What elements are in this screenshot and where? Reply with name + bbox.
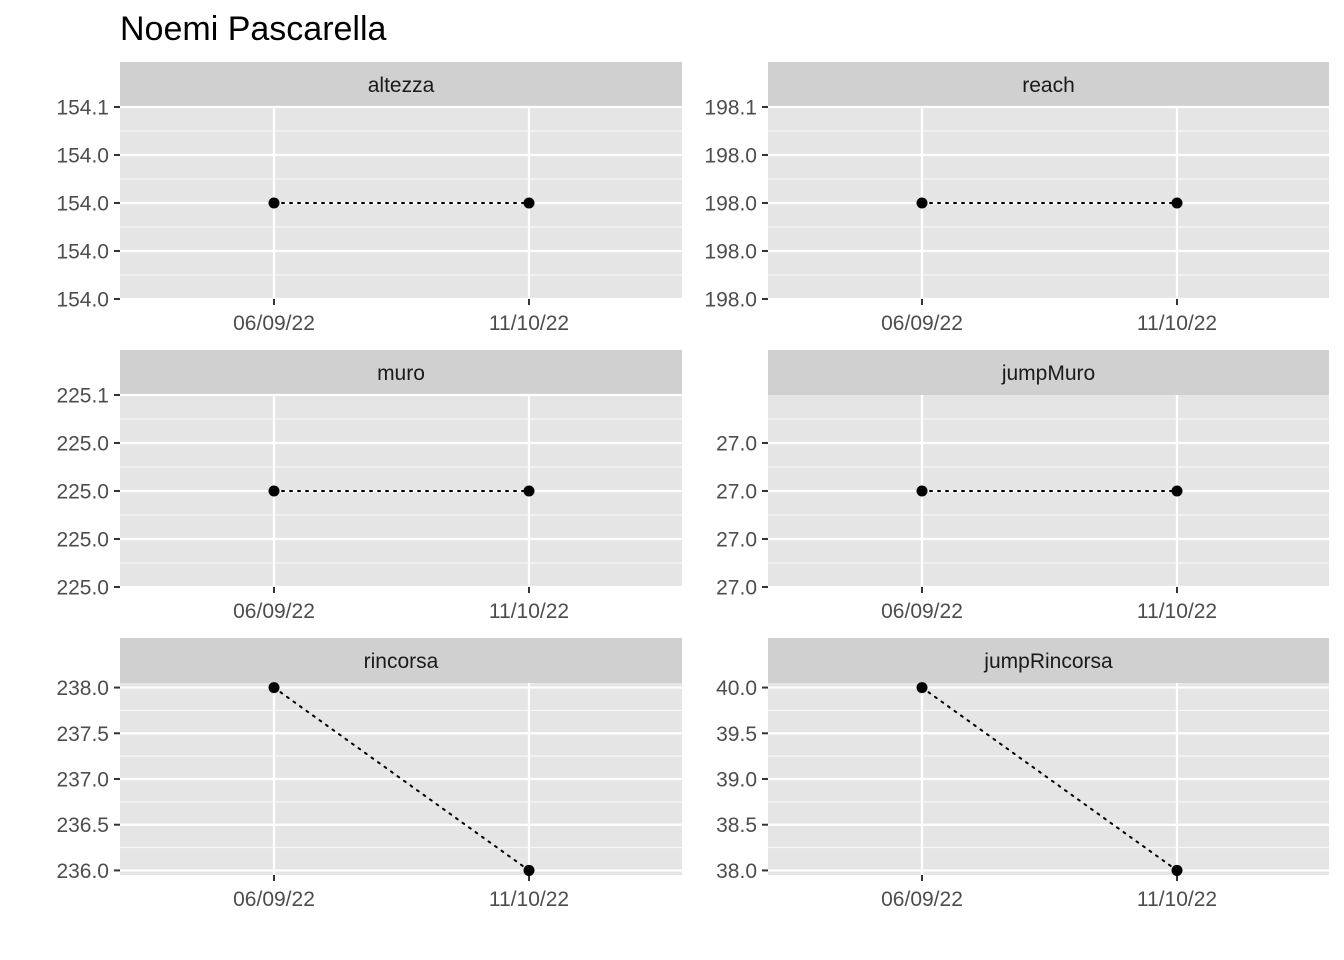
y-tick-label: 154.1 bbox=[56, 97, 109, 120]
y-tick-label: 154.0 bbox=[56, 289, 109, 312]
y-tick-label: 39.5 bbox=[716, 723, 757, 746]
y-tick-label: 154.0 bbox=[56, 145, 109, 168]
strip-background bbox=[768, 350, 1329, 395]
y-tick-label: 39.0 bbox=[716, 769, 757, 792]
y-tick-label: 27.0 bbox=[716, 481, 757, 504]
y-tick-label: 236.0 bbox=[56, 860, 109, 883]
strip-label: altezza bbox=[368, 74, 435, 97]
x-tick-label: 06/09/22 bbox=[881, 312, 963, 335]
x-tick-label: 06/09/22 bbox=[233, 888, 315, 911]
y-tick-label: 27.0 bbox=[716, 433, 757, 456]
data-point bbox=[1171, 485, 1183, 497]
data-point bbox=[523, 864, 535, 876]
y-tick-label: 27.0 bbox=[716, 529, 757, 552]
data-point bbox=[523, 197, 535, 209]
data-point bbox=[268, 682, 280, 694]
x-tick-label: 11/10/22 bbox=[489, 888, 569, 911]
y-tick-label: 225.0 bbox=[56, 529, 109, 552]
x-tick-label: 06/09/22 bbox=[881, 600, 963, 623]
strip-background bbox=[768, 62, 1329, 107]
y-tick-label: 237.5 bbox=[56, 723, 109, 746]
y-tick-label: 198.0 bbox=[704, 289, 757, 312]
data-point bbox=[916, 682, 928, 694]
x-tick-label: 11/10/22 bbox=[1137, 888, 1217, 911]
strip-label: reach bbox=[1022, 74, 1075, 97]
data-point bbox=[268, 485, 280, 497]
facet-panels: altezza 154.0 154.0 154.0 154.0 154.1 06/09/22… bbox=[56, 62, 1329, 911]
y-tick-label: 38.0 bbox=[716, 860, 757, 883]
x-tick-label: 11/10/22 bbox=[1137, 600, 1217, 623]
y-tick-label: 27.0 bbox=[716, 577, 757, 600]
panel-rincorsa: rincorsa 236.0 236.5 237.0 237.5 238.0 06/09/2… bbox=[56, 638, 682, 911]
x-tick-label: 06/09/22 bbox=[233, 600, 315, 623]
y-tick-label: 198.0 bbox=[704, 145, 757, 168]
panel-jump-muro: jumpMuro 27.0 27.0 27.0 27.0 06/09/22 11/10/22 bbox=[716, 350, 1329, 623]
y-tick-label: 225.1 bbox=[56, 385, 109, 408]
strip-label: jumpRincorsa bbox=[983, 650, 1113, 673]
chart-title: Noemi Pascarella bbox=[120, 10, 387, 48]
y-tick-label: 40.0 bbox=[716, 677, 757, 700]
strip-background bbox=[120, 62, 682, 107]
y-tick-label: 198.0 bbox=[704, 241, 757, 264]
x-tick-label: 11/10/22 bbox=[489, 600, 569, 623]
panel-reach: reach 198.0 198.0 198.0 198.0 198.1 06/09/22 11… bbox=[704, 62, 1329, 335]
x-tick-label: 06/09/22 bbox=[233, 312, 315, 335]
strip-label: rincorsa bbox=[364, 650, 439, 673]
strip-background bbox=[120, 350, 682, 395]
data-point bbox=[916, 485, 928, 497]
strip-background bbox=[120, 638, 682, 683]
y-tick-label: 198.1 bbox=[704, 97, 757, 120]
y-tick-label: 198.0 bbox=[704, 193, 757, 216]
strip-label: muro bbox=[377, 362, 425, 385]
y-tick-label: 237.0 bbox=[56, 769, 109, 792]
x-tick-label: 06/09/22 bbox=[881, 888, 963, 911]
y-tick-label: 38.5 bbox=[716, 814, 757, 837]
panel-altezza: altezza 154.0 154.0 154.0 154.0 154.1 06/09/22… bbox=[56, 62, 682, 335]
y-tick-label: 236.5 bbox=[56, 814, 109, 837]
y-tick-label: 225.0 bbox=[56, 481, 109, 504]
strip-background bbox=[768, 638, 1329, 683]
panel-muro: muro 225.0 225.0 225.0 225.0 225.1 06/09/22 11/… bbox=[56, 350, 682, 623]
data-point bbox=[1171, 864, 1183, 876]
y-tick-label: 154.0 bbox=[56, 241, 109, 264]
panel-jump-rincorsa: jumpRincorsa 38.0 38.5 39.0 39.5 40.0 06/09/22… bbox=[716, 638, 1329, 911]
x-tick-label: 11/10/22 bbox=[489, 312, 569, 335]
strip-label: jumpMuro bbox=[1001, 362, 1095, 385]
y-tick-label: 238.0 bbox=[56, 677, 109, 700]
data-point bbox=[1171, 197, 1183, 209]
data-point bbox=[916, 197, 928, 209]
y-tick-label: 225.0 bbox=[56, 577, 109, 600]
data-point bbox=[268, 197, 280, 209]
y-tick-label: 154.0 bbox=[56, 193, 109, 216]
y-tick-label: 225.0 bbox=[56, 433, 109, 456]
x-tick-label: 11/10/22 bbox=[1137, 312, 1217, 335]
data-point bbox=[523, 485, 535, 497]
